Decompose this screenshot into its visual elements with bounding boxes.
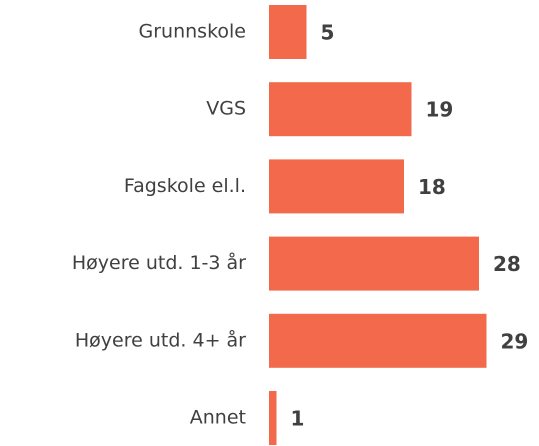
category-label: VGS [206, 98, 246, 120]
bar [269, 313, 487, 368]
value-label: 5 [321, 21, 335, 45]
bar [269, 5, 307, 59]
bar [269, 236, 479, 291]
bar [269, 159, 404, 214]
value-label: 19 [426, 98, 454, 122]
value-label: 18 [418, 175, 446, 199]
category-label: Fagskole el.l. [124, 175, 246, 197]
value-label: 28 [493, 252, 521, 276]
category-label: Annet [190, 407, 246, 429]
category-label: Grunnskole [139, 21, 246, 43]
category-label: Høyere utd. 1-3 år [72, 251, 246, 274]
value-label: 29 [501, 329, 529, 353]
bar [269, 391, 277, 445]
value-label: 1 [291, 407, 305, 431]
bar [269, 82, 412, 137]
category-label: Høyere utd. 4+ år [75, 328, 246, 351]
